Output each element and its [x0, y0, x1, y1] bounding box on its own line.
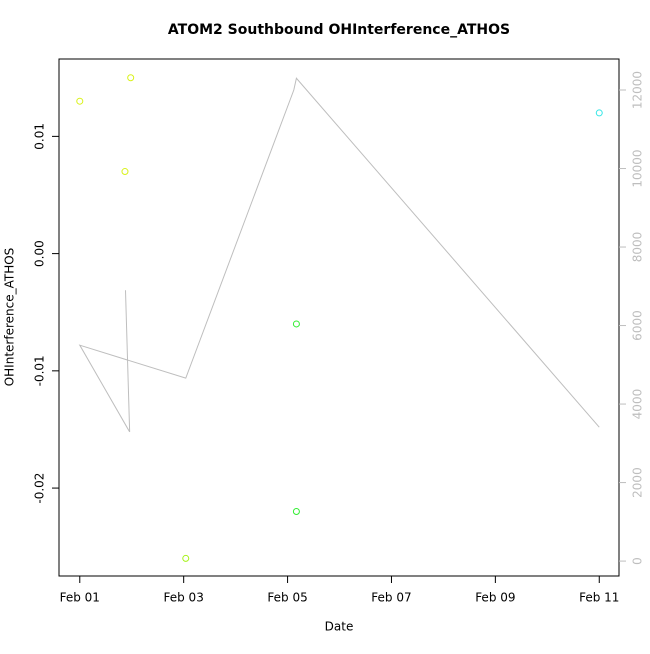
y2-tick-label: 6000 — [631, 310, 645, 341]
point — [292, 508, 300, 516]
y-tick-label: -0.01 — [33, 355, 47, 386]
x-tick-label: Feb 07 — [371, 591, 411, 605]
point — [595, 109, 603, 117]
point — [292, 320, 300, 328]
point — [127, 74, 135, 82]
x-tick-label: Feb 09 — [475, 591, 515, 605]
y2-tick-label: 2000 — [631, 467, 645, 498]
y-tick-label: -0.02 — [33, 473, 47, 504]
y-axis-label: OHInterference_ATHOS — [3, 248, 17, 387]
point — [76, 97, 84, 105]
x-tick-label: Feb 03 — [164, 591, 204, 605]
point — [182, 554, 190, 562]
y2-tick-label: 10000 — [631, 149, 645, 187]
chart-title: ATOM2 Southbound OHInterference_ATHOS — [168, 22, 510, 38]
y-tick-label: 0.01 — [33, 123, 47, 150]
x-tick-label: Feb 01 — [60, 591, 100, 605]
x-axis-label: Date — [325, 620, 354, 634]
x-tick-label: Feb 11 — [579, 591, 619, 605]
x-tick-label: Feb 05 — [267, 591, 307, 605]
y2-tick-label: 0 — [631, 557, 645, 565]
point — [121, 168, 129, 176]
y-tick-label: 0.00 — [33, 240, 47, 267]
line — [78, 77, 600, 433]
plot-frame — [58, 58, 620, 577]
y2-tick-label: 4000 — [631, 389, 645, 420]
y2-tick-label: 12000 — [631, 71, 645, 109]
y2-tick-label: 8000 — [631, 232, 645, 263]
